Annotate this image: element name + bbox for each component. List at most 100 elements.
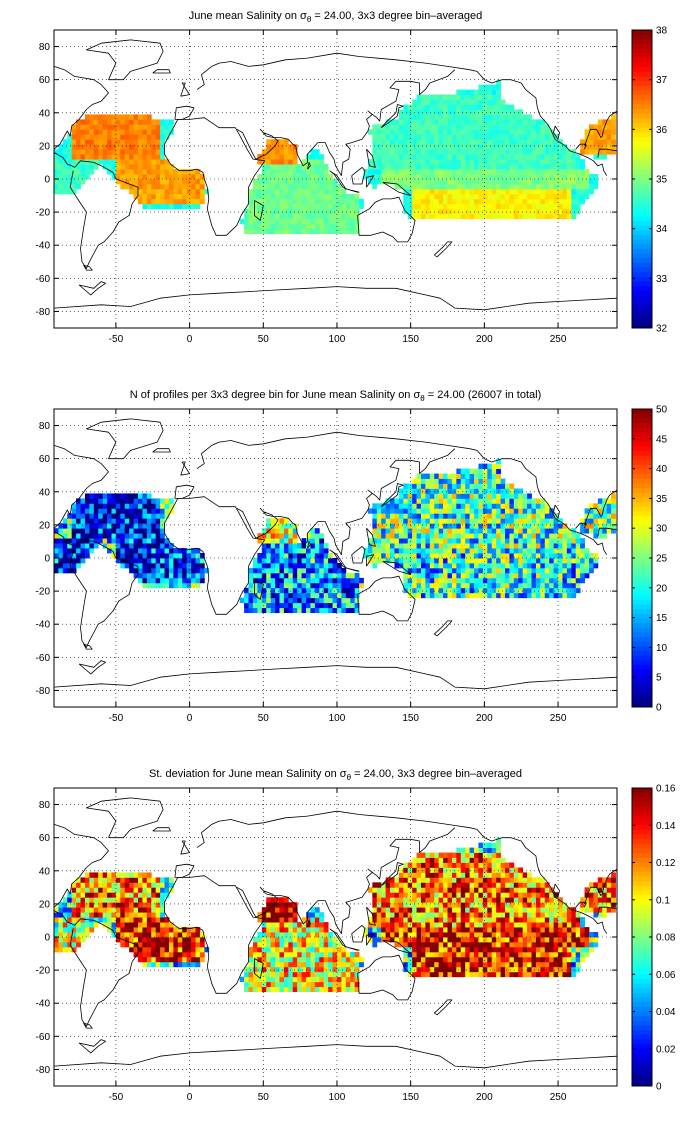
data-cell bbox=[527, 159, 532, 165]
data-cell bbox=[102, 922, 108, 928]
data-cell bbox=[584, 134, 590, 140]
data-cell bbox=[451, 503, 457, 509]
data-cell bbox=[310, 223, 316, 230]
data-cell bbox=[434, 129, 440, 135]
data-cell bbox=[76, 169, 81, 175]
data-cell bbox=[323, 597, 329, 604]
data-cell bbox=[336, 602, 342, 609]
x-tick-label: 50 bbox=[258, 334, 270, 345]
data-cell bbox=[474, 164, 479, 170]
data-cell bbox=[434, 104, 440, 110]
data-cell bbox=[155, 941, 161, 948]
data-cell bbox=[478, 183, 484, 190]
data-cell bbox=[540, 538, 546, 544]
data-cell bbox=[283, 897, 289, 903]
data-cell bbox=[469, 154, 475, 160]
data-cell bbox=[160, 518, 165, 524]
data-cell bbox=[261, 587, 267, 594]
data-cell bbox=[434, 208, 440, 215]
data-cell bbox=[465, 193, 471, 200]
data-cell bbox=[323, 572, 329, 579]
data-cell bbox=[328, 228, 333, 235]
data-cell bbox=[160, 169, 165, 175]
data-cell bbox=[434, 183, 440, 190]
data-cell bbox=[443, 518, 448, 524]
data-cell bbox=[129, 538, 134, 544]
data-cell bbox=[420, 483, 426, 489]
data-cell bbox=[491, 139, 497, 145]
data-cell bbox=[138, 577, 143, 584]
data-cell bbox=[107, 902, 112, 908]
data-cell bbox=[71, 188, 77, 195]
data-cell bbox=[513, 582, 519, 589]
data-cell bbox=[540, 144, 546, 150]
data-cell bbox=[266, 548, 272, 554]
x-tick-label: -50 bbox=[109, 713, 124, 724]
colorbar-tick-label: 33 bbox=[656, 274, 668, 285]
data-cell bbox=[593, 124, 599, 130]
data-cell bbox=[540, 543, 546, 549]
data-cell bbox=[288, 183, 294, 190]
data-cell bbox=[191, 174, 196, 180]
data-cell bbox=[266, 538, 272, 544]
data-cell bbox=[279, 144, 285, 150]
data-cell bbox=[407, 523, 413, 529]
data-cell bbox=[394, 164, 400, 170]
data-cell bbox=[120, 917, 126, 923]
data-cell bbox=[566, 577, 572, 584]
data-cell bbox=[275, 144, 280, 150]
data-cell bbox=[310, 971, 316, 978]
data-cell bbox=[155, 139, 161, 145]
data-cell bbox=[266, 567, 272, 574]
data-cell bbox=[58, 902, 64, 908]
data-cell bbox=[504, 119, 510, 125]
data-cell bbox=[412, 478, 417, 484]
data-cell bbox=[67, 912, 73, 918]
data-cell bbox=[155, 922, 161, 928]
data-cell bbox=[611, 493, 616, 499]
data-cell bbox=[279, 607, 285, 614]
data-cell bbox=[412, 208, 417, 215]
data-cell bbox=[544, 174, 550, 180]
data-cell bbox=[283, 203, 289, 210]
data-cell bbox=[438, 208, 444, 215]
data-cell bbox=[500, 567, 506, 574]
data-cell bbox=[513, 513, 519, 519]
data-cell bbox=[443, 548, 448, 554]
data-cell bbox=[306, 597, 311, 604]
data-cell bbox=[425, 188, 431, 195]
data-cell bbox=[487, 463, 493, 469]
data-cell bbox=[98, 134, 104, 140]
data-cell bbox=[376, 144, 382, 150]
data-cell bbox=[306, 951, 311, 958]
data-cell bbox=[146, 577, 152, 584]
data-cell bbox=[328, 553, 333, 559]
data-cell bbox=[62, 937, 68, 943]
data-cell bbox=[376, 533, 382, 539]
tick-marks bbox=[54, 30, 617, 328]
data-cell bbox=[306, 543, 311, 549]
data-cell bbox=[288, 567, 294, 574]
data-cell bbox=[195, 183, 201, 190]
data-cell bbox=[160, 144, 165, 150]
data-cell bbox=[482, 498, 488, 504]
data-cell bbox=[434, 213, 440, 220]
data-cell bbox=[434, 109, 440, 115]
data-cell bbox=[425, 582, 431, 589]
data-cell bbox=[80, 548, 86, 554]
data-cell bbox=[535, 523, 541, 529]
data-cell bbox=[527, 548, 532, 554]
data-cell bbox=[407, 134, 413, 140]
data-cell bbox=[160, 193, 165, 200]
data-cell bbox=[328, 602, 333, 609]
data-cell bbox=[429, 503, 435, 509]
data-cell bbox=[460, 562, 466, 569]
data-cell bbox=[602, 518, 608, 524]
data-cell bbox=[151, 577, 157, 584]
data-cell bbox=[416, 508, 422, 514]
data-cell bbox=[120, 503, 126, 509]
data-cell bbox=[142, 917, 148, 923]
data-cell bbox=[146, 927, 152, 933]
data-cell bbox=[252, 966, 258, 973]
data-cell bbox=[93, 164, 99, 170]
